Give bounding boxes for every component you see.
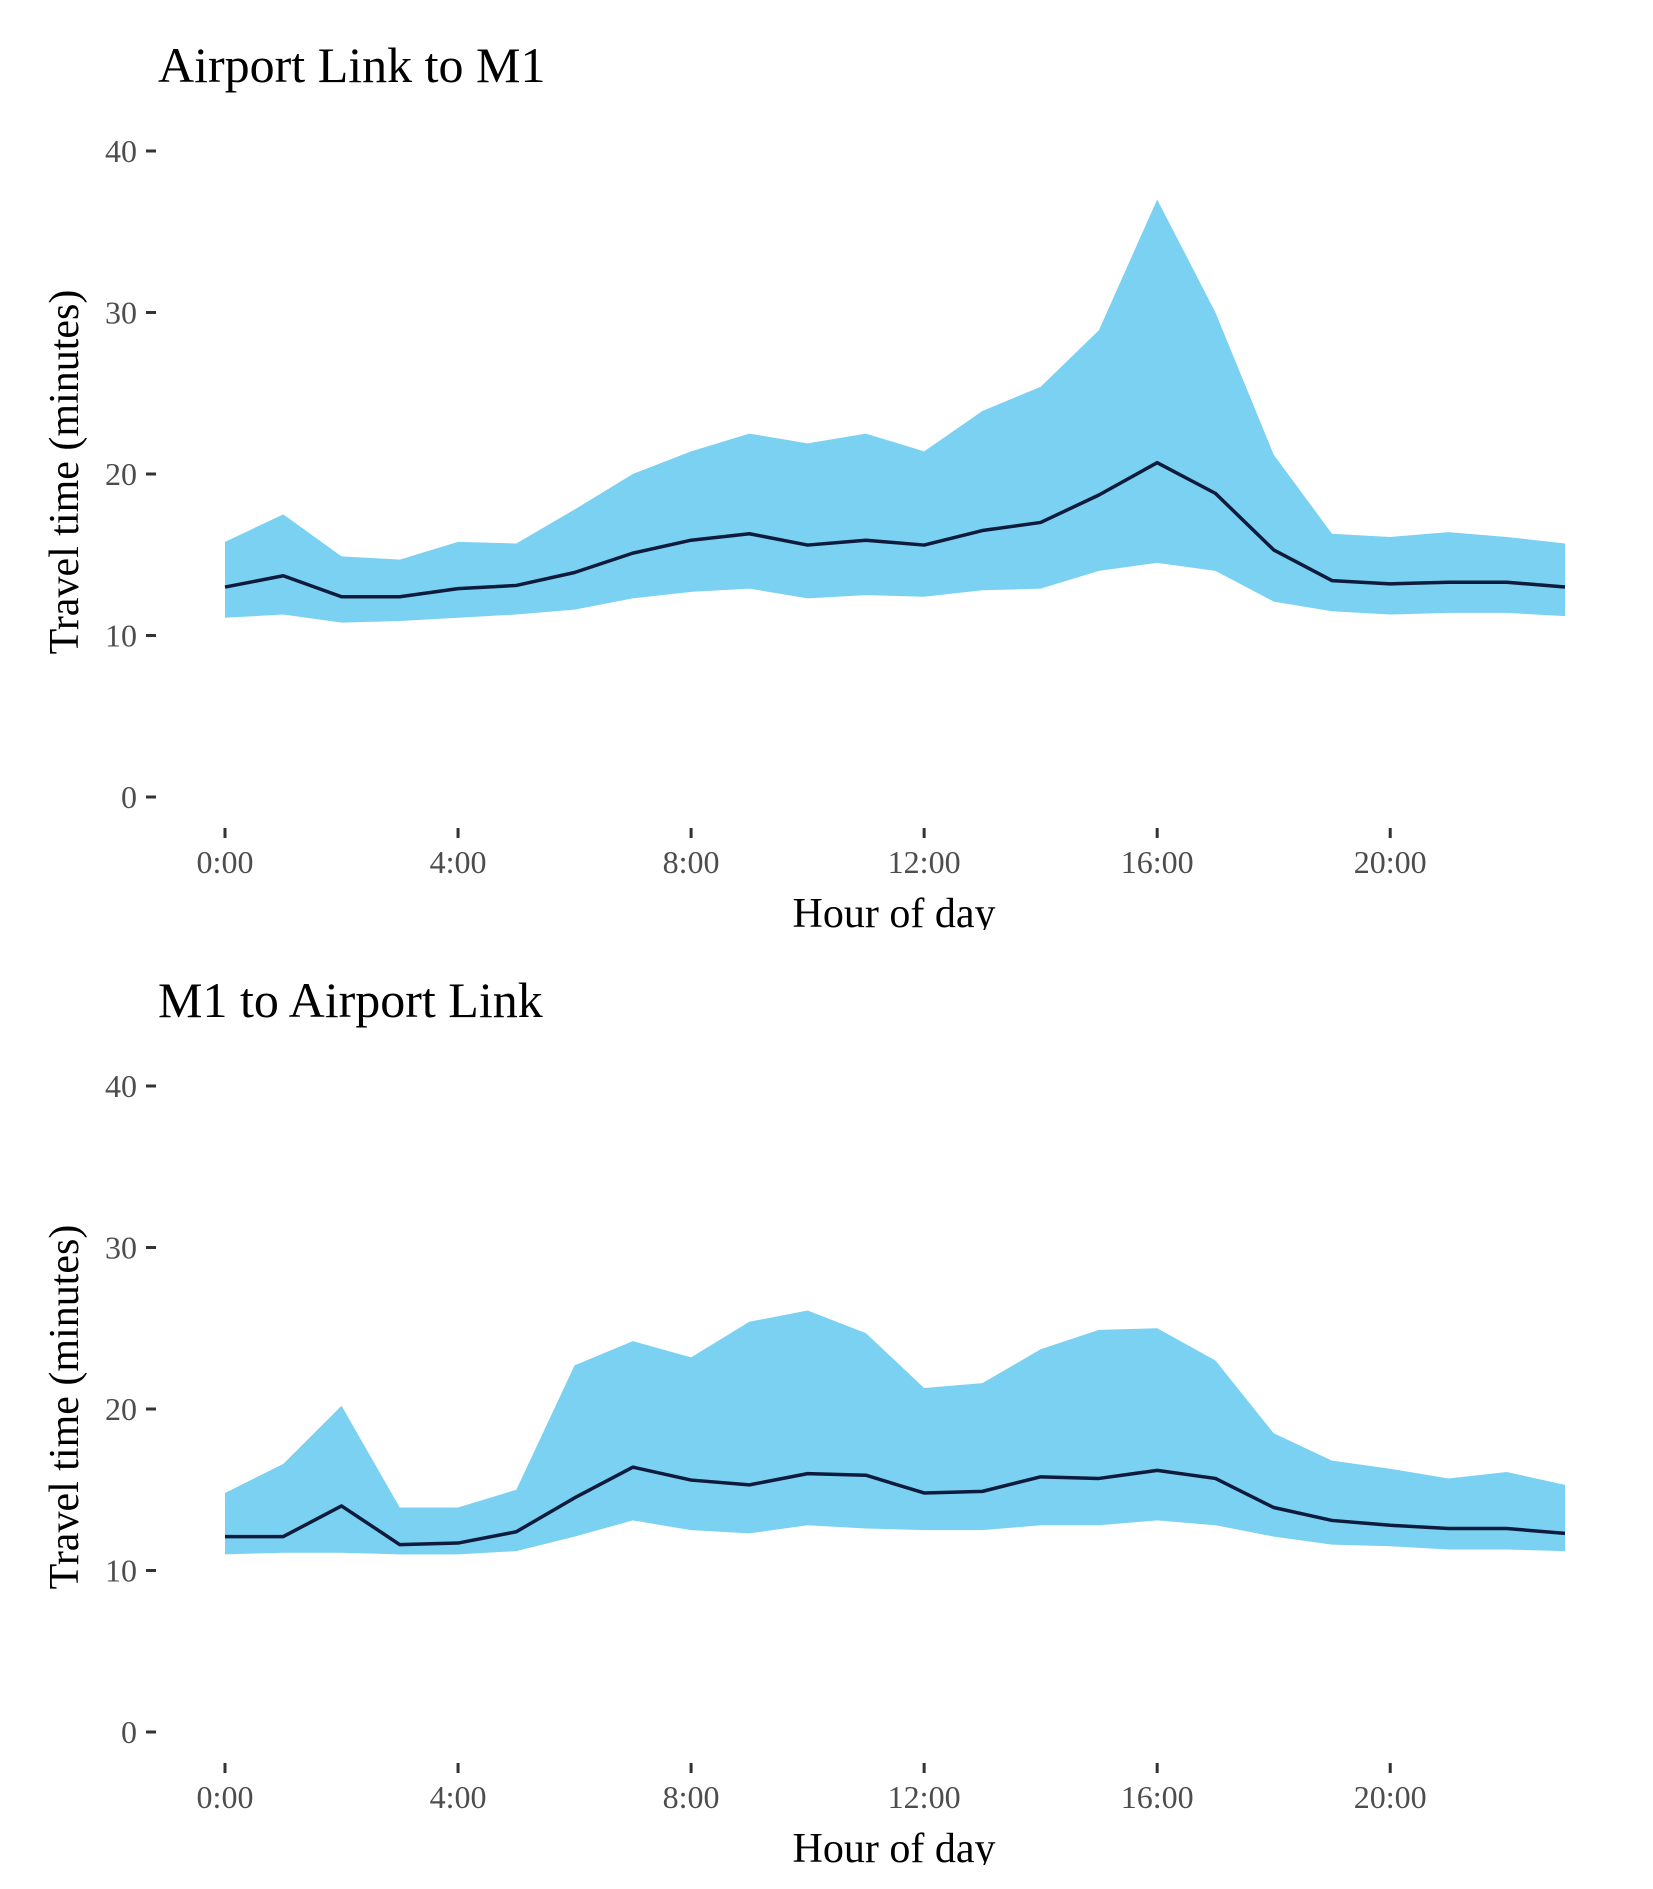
y-tick-label: 10 bbox=[105, 618, 137, 654]
ribbon-band bbox=[225, 1310, 1565, 1555]
x-tick-label: 0:00 bbox=[197, 844, 254, 880]
y-tick-label: 40 bbox=[105, 133, 137, 169]
y-tick-label: 30 bbox=[105, 1230, 137, 1266]
x-tick-label: 8:00 bbox=[663, 1779, 720, 1815]
y-tick-label: 20 bbox=[105, 456, 137, 492]
y-tick-label: 20 bbox=[105, 1391, 137, 1427]
x-tick-label: 4:00 bbox=[430, 1779, 487, 1815]
series-line bbox=[224, 460, 1566, 599]
x-tick-label: 4:00 bbox=[430, 844, 487, 880]
x-axis-title: Hour of day bbox=[793, 1826, 996, 1865]
y-axis-title: Travel time (minutes) bbox=[42, 290, 88, 655]
series-line bbox=[225, 1465, 1566, 1547]
chart-svg: Airport Link to M1 0 10 20 30 40 0:00 4:00 8:0… bbox=[42, 37, 1566, 930]
chart-marks bbox=[224, 199, 1566, 623]
x-tick-label: 16:00 bbox=[1121, 844, 1194, 880]
x-tick-label: 0:00 bbox=[197, 1779, 254, 1815]
chart-title: M1 to Airport Link bbox=[158, 972, 543, 1028]
chart-panel-airport-link-to-m1: Airport Link to M1 0 10 20 30 40 0:00 4:00 8:0… bbox=[0, 0, 1653, 930]
chart-panel-m1-to-airport-link: M1 to Airport Link 0 10 20 30 40 0:00 4:00 8:0… bbox=[0, 935, 1653, 1865]
ribbon-band bbox=[225, 199, 1565, 623]
x-tick-label: 16:00 bbox=[1121, 1779, 1194, 1815]
chart-svg: M1 to Airport Link 0 10 20 30 40 0:00 4:00 8:0… bbox=[42, 972, 1566, 1865]
y-axis: 0 10 20 30 40 bbox=[105, 1068, 156, 1750]
x-axis: 0:00 4:00 8:00 12:00 16:00 20:00 bbox=[197, 1763, 1427, 1815]
chart-title: Airport Link to M1 bbox=[158, 37, 545, 93]
x-tick-label: 20:00 bbox=[1354, 1779, 1427, 1815]
y-tick-label: 0 bbox=[121, 1714, 137, 1750]
x-tick-label: 12:00 bbox=[888, 844, 961, 880]
y-tick-label: 30 bbox=[105, 295, 137, 331]
x-tick-label: 20:00 bbox=[1354, 844, 1427, 880]
x-axis: 0:00 4:00 8:00 12:00 16:00 20:00 bbox=[197, 828, 1427, 880]
y-axis: 0 10 20 30 40 bbox=[105, 133, 156, 815]
y-tick-label: 0 bbox=[121, 779, 137, 815]
y-tick-label: 10 bbox=[105, 1553, 137, 1589]
chart-marks bbox=[225, 1310, 1566, 1555]
x-tick-label: 12:00 bbox=[888, 1779, 961, 1815]
y-tick-label: 40 bbox=[105, 1068, 137, 1104]
x-axis-title: Hour of day bbox=[793, 891, 996, 930]
x-tick-label: 8:00 bbox=[663, 844, 720, 880]
y-axis-title: Travel time (minutes) bbox=[42, 1225, 88, 1590]
